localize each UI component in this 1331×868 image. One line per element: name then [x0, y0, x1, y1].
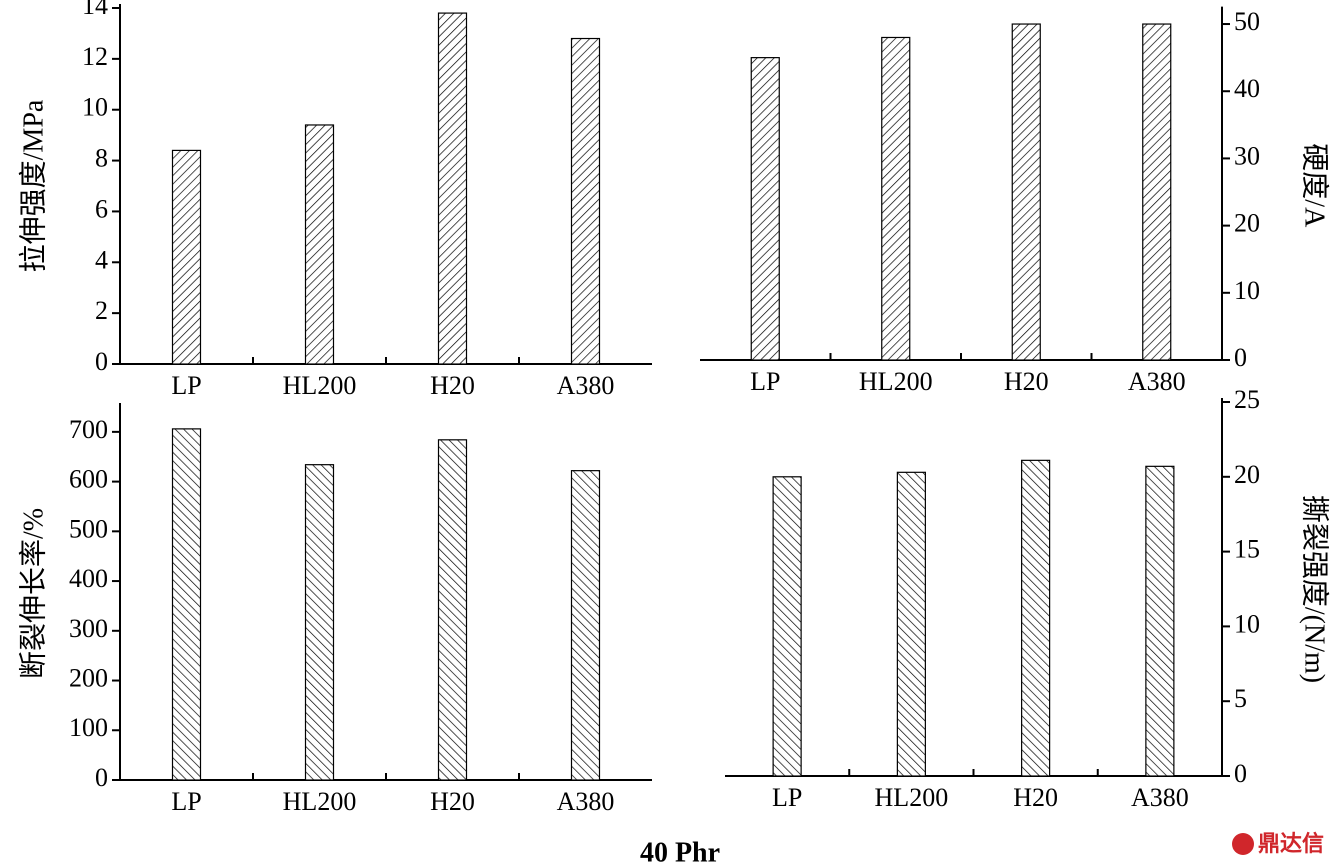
bar — [1142, 23, 1172, 361]
x-tick-label: H20 — [430, 371, 475, 400]
y-tick-label: 0 — [95, 347, 108, 376]
bar — [1145, 465, 1175, 777]
x-tick-label: H20 — [1004, 367, 1049, 396]
y-tick-label: 400 — [69, 564, 108, 593]
y-tick-label: 50 — [1234, 7, 1260, 36]
x-axis-title: 40 Phr — [640, 837, 720, 868]
y-tick-label: 10 — [1234, 609, 1260, 638]
x-tick-label: A380 — [1128, 367, 1186, 396]
bar — [881, 36, 911, 361]
bar — [171, 149, 202, 365]
x-tick-label: LP — [772, 783, 802, 812]
bar — [896, 471, 926, 777]
x-tick-label: HL200 — [875, 783, 949, 812]
bar — [437, 439, 468, 781]
y-axis-title: 拉伸强度/MPa — [17, 99, 49, 272]
y-tick-label: 25 — [1234, 385, 1260, 414]
y-axis-title: 断裂伸长率/% — [17, 508, 49, 679]
y-tick-label: 500 — [69, 514, 108, 543]
y-tick-label: 20 — [1234, 209, 1260, 238]
y-tick-label: 20 — [1234, 460, 1260, 489]
y-tick-label: 10 — [1234, 276, 1260, 305]
bar — [772, 476, 802, 777]
y-tick-label: 12 — [82, 42, 108, 71]
bar — [171, 428, 202, 781]
y-tick-label: 2 — [95, 296, 108, 325]
watermark-icon — [1232, 833, 1254, 855]
bar — [437, 12, 468, 365]
y-tick-label: 40 — [1234, 74, 1260, 103]
x-tick-label: HL200 — [859, 367, 933, 396]
y-tick-label: 0 — [95, 763, 108, 792]
y-tick-label: 200 — [69, 664, 108, 693]
y-tick-label: 6 — [95, 194, 108, 223]
x-tick-label: A380 — [557, 787, 615, 816]
y-tick-label: 600 — [69, 465, 108, 494]
y-tick-label: 0 — [1234, 759, 1247, 788]
bar — [1021, 459, 1051, 777]
bar — [304, 124, 335, 365]
x-tick-label: A380 — [1131, 783, 1189, 812]
y-tick-label: 300 — [69, 614, 108, 643]
bar — [570, 37, 601, 365]
x-tick-label: HL200 — [283, 787, 357, 816]
bar — [304, 464, 335, 781]
watermark: 鼎达信 — [1258, 831, 1324, 857]
x-tick-label: LP — [171, 787, 201, 816]
bar — [570, 470, 601, 781]
bar — [750, 57, 780, 361]
x-tick-label: H20 — [1013, 783, 1058, 812]
x-tick-label: A380 — [557, 371, 615, 400]
y-tick-label: 100 — [69, 713, 108, 742]
bar — [1011, 23, 1041, 361]
x-tick-label: HL200 — [283, 371, 357, 400]
y-tick-label: 30 — [1234, 141, 1260, 170]
y-tick-label: 15 — [1234, 535, 1260, 564]
y-tick-label: 8 — [95, 144, 108, 173]
x-tick-label: H20 — [430, 787, 475, 816]
y-tick-label: 5 — [1234, 684, 1247, 713]
x-tick-label: LP — [750, 367, 780, 396]
y-tick-label: 10 — [82, 93, 108, 122]
y-tick-label: 14 — [82, 0, 108, 20]
y-tick-label: 700 — [69, 415, 108, 444]
y-axis-title: 撕裂强度/(N/m) — [1299, 495, 1331, 683]
y-tick-label: 4 — [95, 245, 108, 274]
x-tick-label: LP — [171, 371, 201, 400]
y-tick-label: 0 — [1234, 343, 1247, 372]
y-axis-title: 硬度/A — [1299, 143, 1331, 228]
